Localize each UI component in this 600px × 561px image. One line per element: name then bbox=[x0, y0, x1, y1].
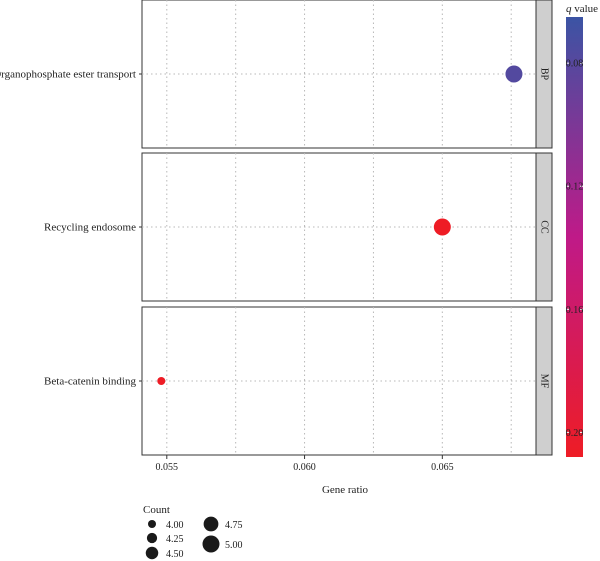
size-legend-label: 4.75 bbox=[225, 520, 243, 531]
term-label: Organophosphate ester transport bbox=[0, 69, 136, 81]
size-legend: Count 4.00 4.25 4.50 4.75 5.00 bbox=[143, 504, 243, 560]
facet-strip-label: BP bbox=[539, 68, 550, 81]
size-legend-title: Count bbox=[143, 504, 170, 516]
color-legend-tick-label: 0.16 bbox=[566, 305, 584, 316]
data-point bbox=[157, 377, 166, 385]
color-legend-tick-label: 0.20 bbox=[566, 428, 584, 439]
color-legend-title: q value bbox=[566, 3, 598, 15]
size-legend-label: 4.50 bbox=[166, 549, 184, 560]
panel-frame bbox=[141, 0, 537, 149]
color-legend-tick-label: 0.12 bbox=[566, 182, 584, 193]
panel-frame bbox=[141, 306, 537, 456]
facet-strip bbox=[535, 0, 553, 149]
data-point bbox=[433, 218, 451, 236]
color-legend-bar bbox=[566, 17, 583, 457]
data-point bbox=[505, 65, 523, 83]
color-legend-ticks: 0.08 0.12 0.16 0.20 bbox=[566, 59, 584, 439]
facet-strip-label: CC bbox=[539, 220, 550, 234]
size-legend-key bbox=[203, 516, 219, 532]
x-tick-label: 0.055 bbox=[156, 462, 179, 473]
facet-panel-mf: MF Beta-catenin binding bbox=[44, 306, 553, 456]
x-tick-label: 0.065 bbox=[431, 462, 454, 473]
facet-strip-label: MF bbox=[539, 374, 550, 389]
size-legend-items: 4.00 4.25 4.50 4.75 5.00 bbox=[145, 516, 243, 560]
facet-strip bbox=[535, 152, 553, 302]
size-legend-key bbox=[146, 532, 158, 544]
facet-panels: BP Organophosphate ester transport CC Recyc… bbox=[0, 0, 553, 456]
size-legend-key bbox=[145, 546, 159, 560]
x-axis-title: Gene ratio bbox=[322, 484, 369, 496]
size-legend-key bbox=[202, 535, 220, 553]
facet-strip bbox=[535, 306, 553, 456]
color-legend: q value 0.08 0.12 0.16 0.20 bbox=[566, 3, 598, 457]
facet-panel-cc: CC Recycling endosome bbox=[44, 152, 553, 302]
size-legend-label: 4.25 bbox=[166, 534, 184, 545]
size-legend-key bbox=[148, 520, 156, 528]
term-label: Beta-catenin binding bbox=[44, 376, 136, 388]
color-legend-tick-label: 0.08 bbox=[566, 59, 584, 70]
size-legend-label: 4.00 bbox=[166, 520, 184, 531]
x-axis: 0.055 0.060 0.065 bbox=[156, 455, 454, 473]
size-legend-label: 5.00 bbox=[225, 540, 243, 551]
term-label: Recycling endosome bbox=[44, 222, 136, 234]
facet-panel-bp: BP Organophosphate ester transport bbox=[0, 0, 553, 149]
x-tick-label: 0.060 bbox=[293, 462, 316, 473]
